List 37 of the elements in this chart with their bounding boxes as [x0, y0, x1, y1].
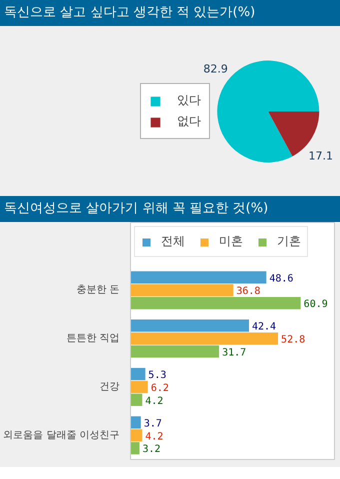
bar	[130, 429, 142, 442]
data-label: 4.2	[145, 396, 164, 407]
data-label: 36.8	[236, 286, 260, 298]
bar	[130, 442, 140, 454]
data-label: 42.4	[252, 322, 276, 333]
chart-title: 독신여성으로 살아가기 위해 꼭 필요한 것(%)	[4, 200, 268, 218]
data-label: 17.1	[308, 150, 334, 162]
bar	[130, 345, 220, 358]
legend-label: 전체	[161, 233, 185, 250]
data-label: 48.6	[269, 273, 294, 284]
data-label: 60.9	[304, 299, 328, 310]
legend-label: 미혼	[219, 233, 243, 250]
legend-label: 기혼	[277, 233, 301, 250]
bar	[130, 271, 266, 284]
y-tick-label: 건강	[100, 381, 120, 392]
bar	[130, 332, 278, 345]
bar	[130, 394, 142, 406]
data-label: 3.2	[142, 444, 161, 456]
bar	[130, 368, 146, 380]
data-label: 6.2	[150, 382, 169, 394]
bar	[130, 416, 141, 429]
y-tick-label: 충분한 돈	[76, 284, 120, 296]
bar	[130, 284, 234, 296]
data-label: 31.7	[222, 347, 246, 358]
chart-title: 독신으로 살고 싶다고 생각한 적 있는가(%)	[4, 4, 256, 22]
data-label: 4.2	[145, 431, 164, 442]
data-label: 52.8	[281, 334, 306, 346]
y-tick-label: 튼튼한 직업	[66, 333, 120, 344]
y-tick-label: 외로움을 달래줄 이성친구	[3, 430, 120, 441]
data-label: 3.7	[144, 418, 162, 430]
data-label: 5.3	[148, 370, 166, 382]
bar	[130, 320, 249, 332]
data-label: 82.9	[203, 62, 228, 76]
legend-label: 있다	[177, 92, 201, 109]
legend-label: 없다	[177, 113, 201, 130]
bar	[130, 296, 301, 310]
bar	[130, 380, 148, 394]
